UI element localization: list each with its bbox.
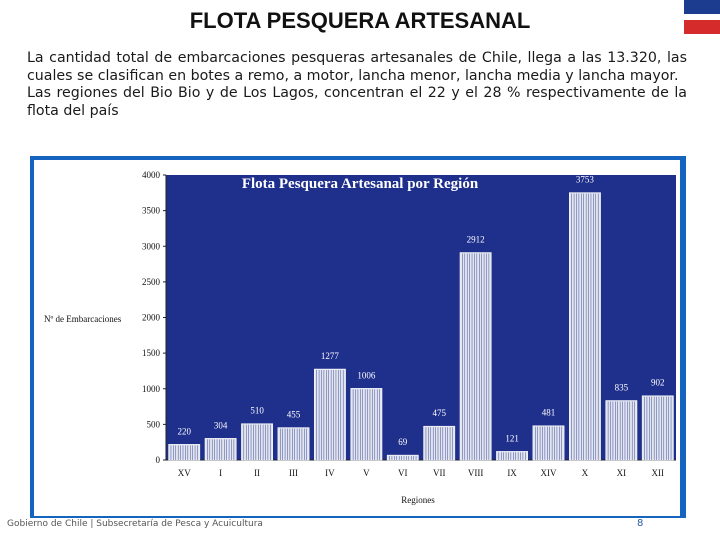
paragraph-regions: Las regiones del Bio Bio y de Los Lagos,… <box>27 85 687 119</box>
data-label-I: 304 <box>214 420 228 430</box>
bar-X <box>569 192 601 461</box>
data-label-VIII: 2912 <box>467 235 485 245</box>
data-label-IX: 121 <box>505 433 519 443</box>
y-tick-label: 3000 <box>142 241 161 251</box>
y-axis-label: Nº de Embarcaciones <box>44 314 122 324</box>
y-tick-label: 2000 <box>142 313 161 323</box>
page-title: FLOTA PESQUERA ARTESANAL <box>189 8 531 33</box>
y-tick-label: 500 <box>147 419 161 429</box>
chart-title: Flota Pesquera Artesanal por Región <box>242 176 479 192</box>
data-label-XII: 902 <box>651 378 665 388</box>
footer-text: Gobierno de Chile | Subsecretaría de Pes… <box>7 519 263 529</box>
x-tick-label: XV <box>178 468 191 478</box>
bar-VI <box>386 454 419 461</box>
x-tick-label: IX <box>507 468 517 478</box>
bar-IX <box>496 451 528 461</box>
x-tick-label: VII <box>433 468 446 478</box>
y-tick-label: 1500 <box>142 348 161 358</box>
x-tick-label: I <box>219 468 222 478</box>
bar-III <box>277 427 310 461</box>
data-label-V: 1006 <box>357 370 376 380</box>
data-label-II: 510 <box>250 406 264 416</box>
bar-VIII <box>459 252 492 461</box>
x-tick-label: X <box>582 468 589 478</box>
x-axis-label: Regiones <box>401 495 435 505</box>
data-label-VI: 69 <box>398 437 408 447</box>
x-tick-label: XII <box>652 468 665 478</box>
bar-XIV <box>532 425 565 461</box>
data-label-X: 3753 <box>576 175 595 185</box>
x-tick-label: VI <box>398 468 408 478</box>
y-tick-label: 1000 <box>142 384 161 394</box>
x-tick-label: VIII <box>468 468 484 478</box>
y-tick-label: 0 <box>156 455 161 465</box>
data-label-XV: 220 <box>177 426 191 436</box>
x-tick-label: III <box>289 468 298 478</box>
y-tick-label: 2500 <box>142 277 161 287</box>
data-label-XI: 835 <box>615 383 629 393</box>
bar-I <box>204 438 237 461</box>
x-tick-label: XI <box>617 468 627 478</box>
data-label-III: 455 <box>287 410 301 420</box>
bar-IV <box>314 368 346 461</box>
data-label-XIV: 481 <box>542 408 556 418</box>
page-number: 8 <box>637 518 644 529</box>
bar-II <box>241 423 273 461</box>
y-tick-label: 3500 <box>142 206 161 216</box>
flag-red-stripe <box>684 20 720 34</box>
x-tick-label: II <box>254 468 260 478</box>
x-tick-label: V <box>363 468 370 478</box>
data-label-VII: 475 <box>432 408 446 418</box>
y-tick-label: 4000 <box>142 170 161 180</box>
paragraph-total-fleet: La cantidad total de embarcaciones pesqu… <box>27 50 687 84</box>
bar-XI <box>605 400 638 461</box>
body-text: La cantidad total de embarcaciones pesqu… <box>27 50 687 120</box>
bar-XV <box>168 444 201 461</box>
flag-blue-stripe <box>684 0 720 14</box>
bar-XII <box>641 395 674 461</box>
bar-VII <box>423 425 456 461</box>
x-tick-label: IV <box>325 468 335 478</box>
bar-V <box>350 388 383 461</box>
x-tick-label: XIV <box>541 468 557 478</box>
data-label-IV: 1277 <box>321 351 340 361</box>
